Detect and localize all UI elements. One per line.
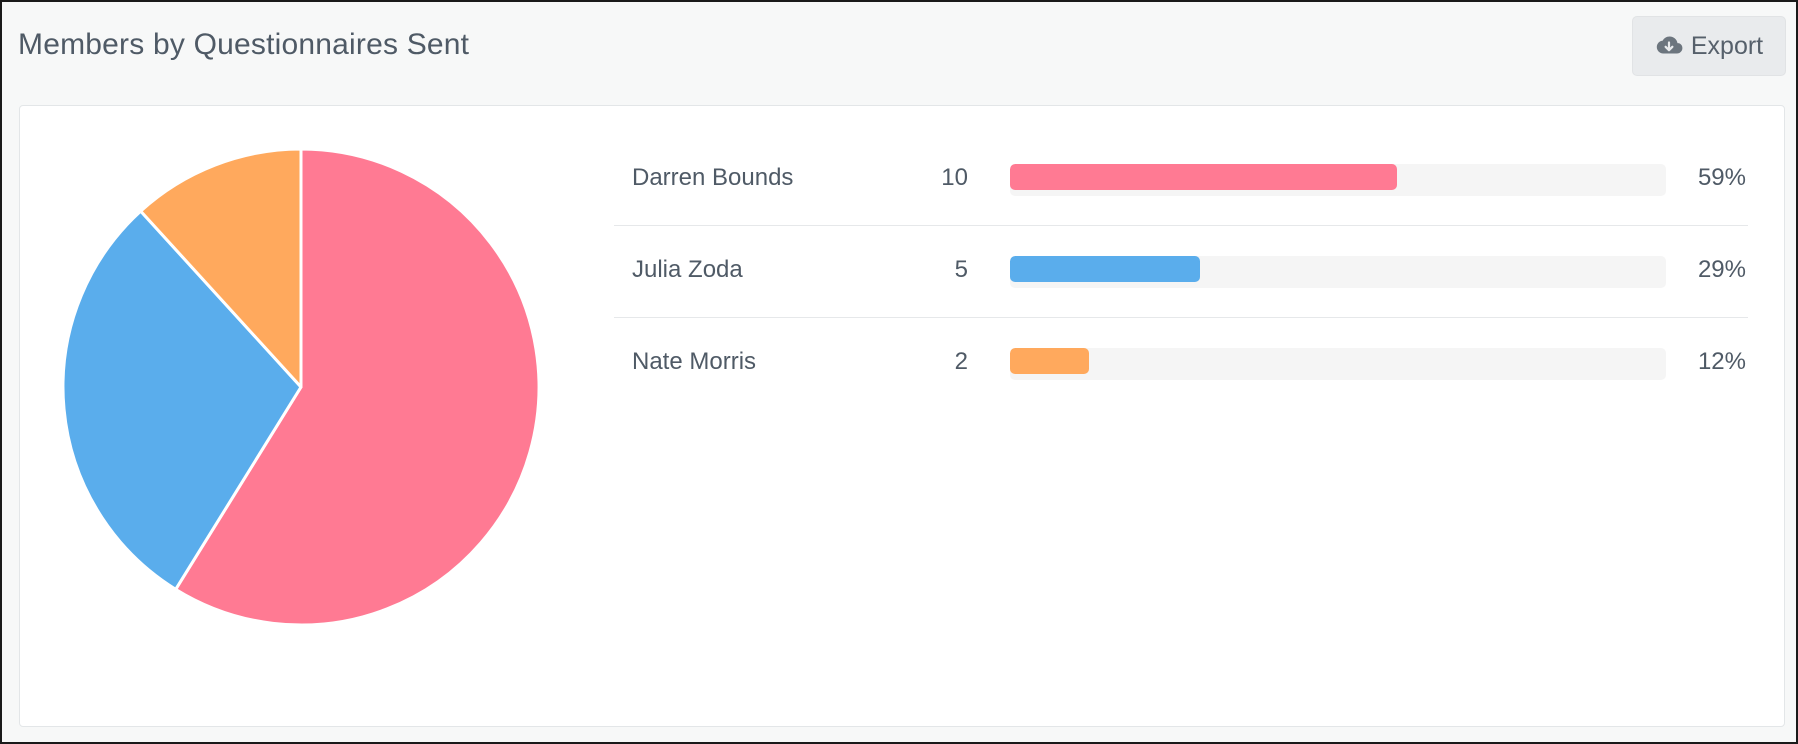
legend-row: Nate Morris 2 12% [614,318,1748,410]
bar-legend: Darren Bounds 10 59% Julia Zoda 5 29% Na… [614,134,1748,410]
pie-chart-svg [61,147,541,627]
widget-header: Members by Questionnaires Sent Export [2,2,1796,94]
chart-panel: Darren Bounds 10 59% Julia Zoda 5 29% Na… [19,105,1785,727]
cloud-download-icon [1656,36,1683,54]
pie-chart [60,146,542,628]
pie-slice-nate-morris [139,147,303,389]
export-button[interactable]: Export [1632,16,1786,76]
widget-title: Members by Questionnaires Sent [18,28,470,61]
bar-track [1010,164,1666,196]
legend-row: Julia Zoda 5 29% [614,226,1748,318]
member-name: Nate Morris [632,348,757,375]
bar-fill [1010,348,1089,374]
bar-track [1010,348,1666,380]
pie-slice-julia-zoda [61,209,303,591]
export-button-label: Export [1690,31,1764,60]
bar-fill [1010,256,1201,282]
bar-fill [1010,164,1398,190]
member-percent: 29% [1697,256,1746,283]
member-count: 2 [954,348,968,375]
legend-row: Darren Bounds 10 59% [614,134,1748,226]
member-count: 5 [954,256,968,283]
member-percent: 12% [1697,348,1746,375]
member-name: Julia Zoda [632,256,743,283]
member-count: 10 [941,164,968,191]
member-percent: 59% [1697,164,1746,191]
pie-slice-darren-bounds [174,147,541,627]
bar-track [1010,256,1666,288]
member-name: Darren Bounds [632,164,794,191]
